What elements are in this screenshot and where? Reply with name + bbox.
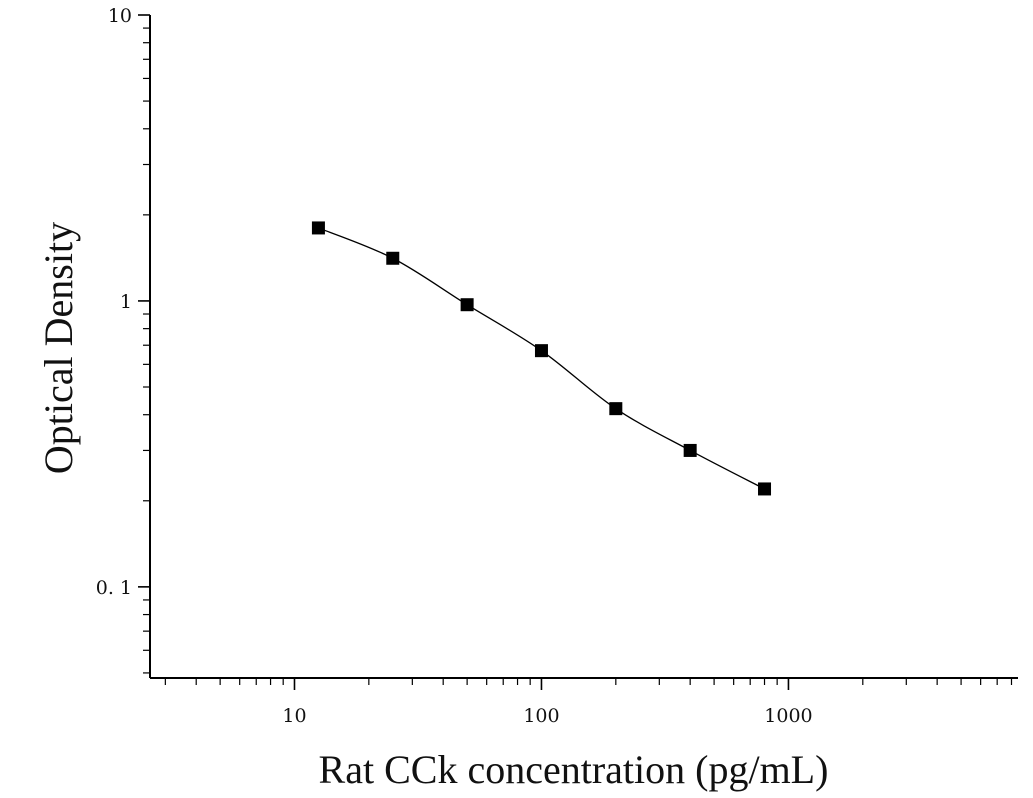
- data-points: [311, 221, 772, 496]
- y-tick-label: 1: [120, 291, 132, 313]
- data-point: [609, 402, 623, 416]
- data-point: [534, 344, 548, 358]
- axes: [149, 15, 1018, 679]
- data-point: [460, 298, 474, 312]
- data-point: [758, 482, 772, 496]
- y-tick-label: 0. 1: [96, 577, 132, 599]
- y-axis-title: Optical Density: [36, 222, 81, 474]
- x-tick-label: 1000: [764, 705, 812, 727]
- tick-labels: 10 100 1000 0. 1 1 10: [96, 5, 813, 727]
- tick-marks: [138, 14, 1013, 690]
- data-point: [386, 251, 400, 265]
- x-axis-title: Rat CCk concentration (pg/mL): [319, 747, 829, 792]
- x-tick-label: 10: [282, 705, 306, 727]
- data-point: [683, 443, 697, 457]
- x-tick-label: 100: [523, 705, 559, 727]
- data-point: [311, 221, 325, 235]
- fit-curve: [318, 227, 765, 490]
- y-tick-label: 10: [108, 5, 132, 27]
